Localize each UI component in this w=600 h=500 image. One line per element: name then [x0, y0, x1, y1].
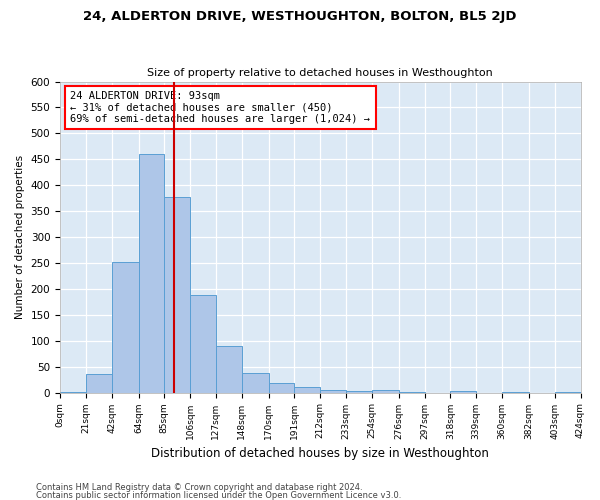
Title: Size of property relative to detached houses in Westhoughton: Size of property relative to detached ho…: [148, 68, 493, 78]
Bar: [451, 391, 476, 392]
Text: 24 ALDERTON DRIVE: 93sqm
← 31% of detached houses are smaller (450)
69% of semi-: 24 ALDERTON DRIVE: 93sqm ← 31% of detach…: [70, 91, 370, 124]
Bar: [242, 373, 269, 392]
X-axis label: Distribution of detached houses by size in Westhoughton: Distribution of detached houses by size …: [151, 447, 489, 460]
Bar: [164, 196, 190, 392]
Text: Contains HM Land Registry data © Crown copyright and database right 2024.: Contains HM Land Registry data © Crown c…: [36, 484, 362, 492]
Bar: [346, 391, 372, 392]
Bar: [190, 295, 216, 392]
Bar: [295, 388, 320, 392]
Y-axis label: Number of detached properties: Number of detached properties: [15, 155, 25, 319]
Bar: [139, 154, 164, 392]
Text: 24, ALDERTON DRIVE, WESTHOUGHTON, BOLTON, BL5 2JD: 24, ALDERTON DRIVE, WESTHOUGHTON, BOLTON…: [83, 10, 517, 23]
Bar: [216, 346, 242, 393]
Bar: [112, 262, 139, 392]
Bar: [372, 390, 399, 392]
Bar: [320, 390, 346, 392]
Bar: [86, 374, 112, 392]
Bar: [269, 383, 295, 392]
Text: Contains public sector information licensed under the Open Government Licence v3: Contains public sector information licen…: [36, 490, 401, 500]
